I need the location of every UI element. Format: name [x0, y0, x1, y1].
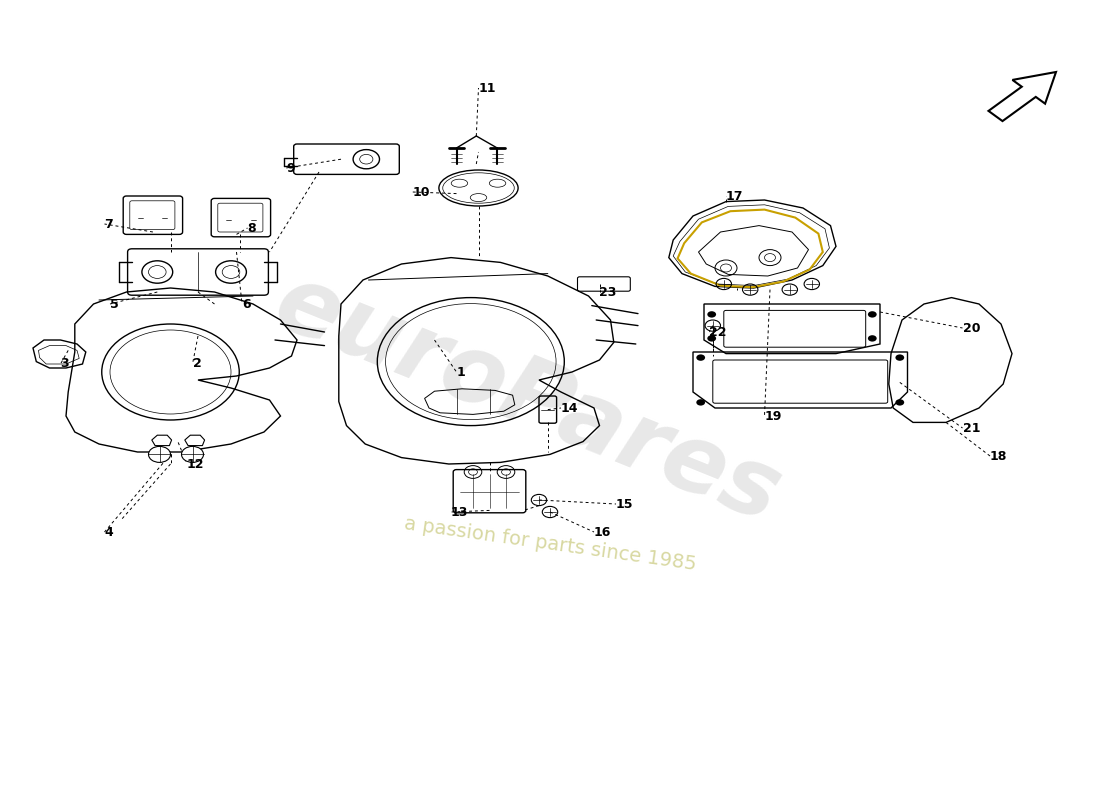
Text: 8: 8 [248, 222, 256, 234]
Text: 18: 18 [990, 450, 1008, 462]
Text: 15: 15 [616, 498, 634, 510]
Text: 9: 9 [286, 162, 295, 174]
Text: 6: 6 [242, 298, 251, 310]
Circle shape [868, 335, 877, 342]
Text: 4: 4 [104, 526, 113, 538]
Text: 5: 5 [110, 298, 119, 310]
Circle shape [696, 354, 705, 361]
Text: 16: 16 [594, 526, 612, 538]
Text: 17: 17 [726, 190, 744, 202]
Text: 21: 21 [962, 422, 980, 434]
Text: 10: 10 [412, 186, 430, 198]
Text: 13: 13 [451, 506, 469, 518]
Text: 14: 14 [561, 402, 579, 414]
FancyArrow shape [989, 72, 1056, 121]
Circle shape [707, 335, 716, 342]
Text: 1: 1 [456, 366, 465, 378]
Text: 11: 11 [478, 82, 496, 94]
Text: euroPares: euroPares [262, 257, 794, 543]
Text: 23: 23 [600, 286, 617, 298]
Circle shape [148, 446, 170, 462]
Circle shape [696, 399, 705, 406]
Text: 2: 2 [192, 358, 201, 370]
Text: 22: 22 [710, 326, 727, 338]
Text: a passion for parts since 1985: a passion for parts since 1985 [403, 514, 697, 574]
Text: 19: 19 [764, 410, 782, 422]
Text: 12: 12 [187, 458, 205, 470]
Text: 7: 7 [104, 218, 113, 230]
Circle shape [895, 354, 904, 361]
Text: 3: 3 [60, 358, 69, 370]
Circle shape [868, 311, 877, 318]
Circle shape [707, 311, 716, 318]
Circle shape [895, 399, 904, 406]
Circle shape [182, 446, 204, 462]
Text: 20: 20 [962, 322, 980, 334]
